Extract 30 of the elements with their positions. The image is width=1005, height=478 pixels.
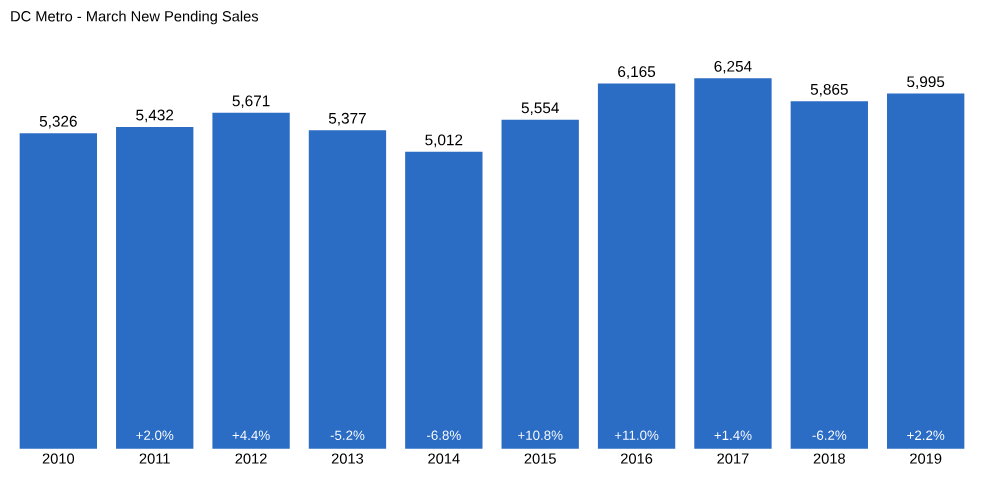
annotation: +1.4% [714, 430, 752, 440]
annotation: -5.2% [330, 430, 365, 440]
data-label: 5,377 [328, 112, 366, 126]
data-label: 5,995 [907, 76, 945, 89]
annotation: +2.0% [136, 430, 174, 440]
annotation: +10.8% [518, 430, 563, 440]
data-label: 5,326 [39, 115, 77, 129]
annotation: +4.4% [232, 430, 270, 440]
annotation: -6.2% [812, 430, 847, 440]
x-tick-label: 2010 [42, 453, 75, 464]
annotation: +2.2% [907, 430, 945, 440]
x-tick-label: 2016 [620, 453, 653, 464]
data-label: 5,671 [232, 95, 270, 109]
data-label: 6,254 [714, 60, 752, 74]
data-label: 5,554 [521, 102, 559, 116]
data-label: 5,432 [136, 109, 174, 123]
x-tick-label: 2011 [139, 453, 170, 464]
annotation: +11.0% [614, 430, 659, 440]
data-label: 5,865 [810, 83, 848, 97]
x-tick-label: 2013 [331, 453, 364, 464]
data-label: 5,012 [425, 134, 463, 148]
chart-title: DC Metro - March New Pending Sales [11, 10, 259, 25]
x-tick-label: 2018 [813, 453, 845, 464]
x-tick-label: 2014 [428, 453, 460, 464]
x-tick-label: 2012 [235, 453, 267, 464]
x-tick-label: 2017 [717, 453, 749, 464]
x-tick-label: 2019 [910, 453, 942, 464]
data-label: 6,165 [618, 66, 656, 79]
x-tick-label: 2015 [524, 453, 556, 464]
annotation: -6.8% [427, 430, 461, 440]
